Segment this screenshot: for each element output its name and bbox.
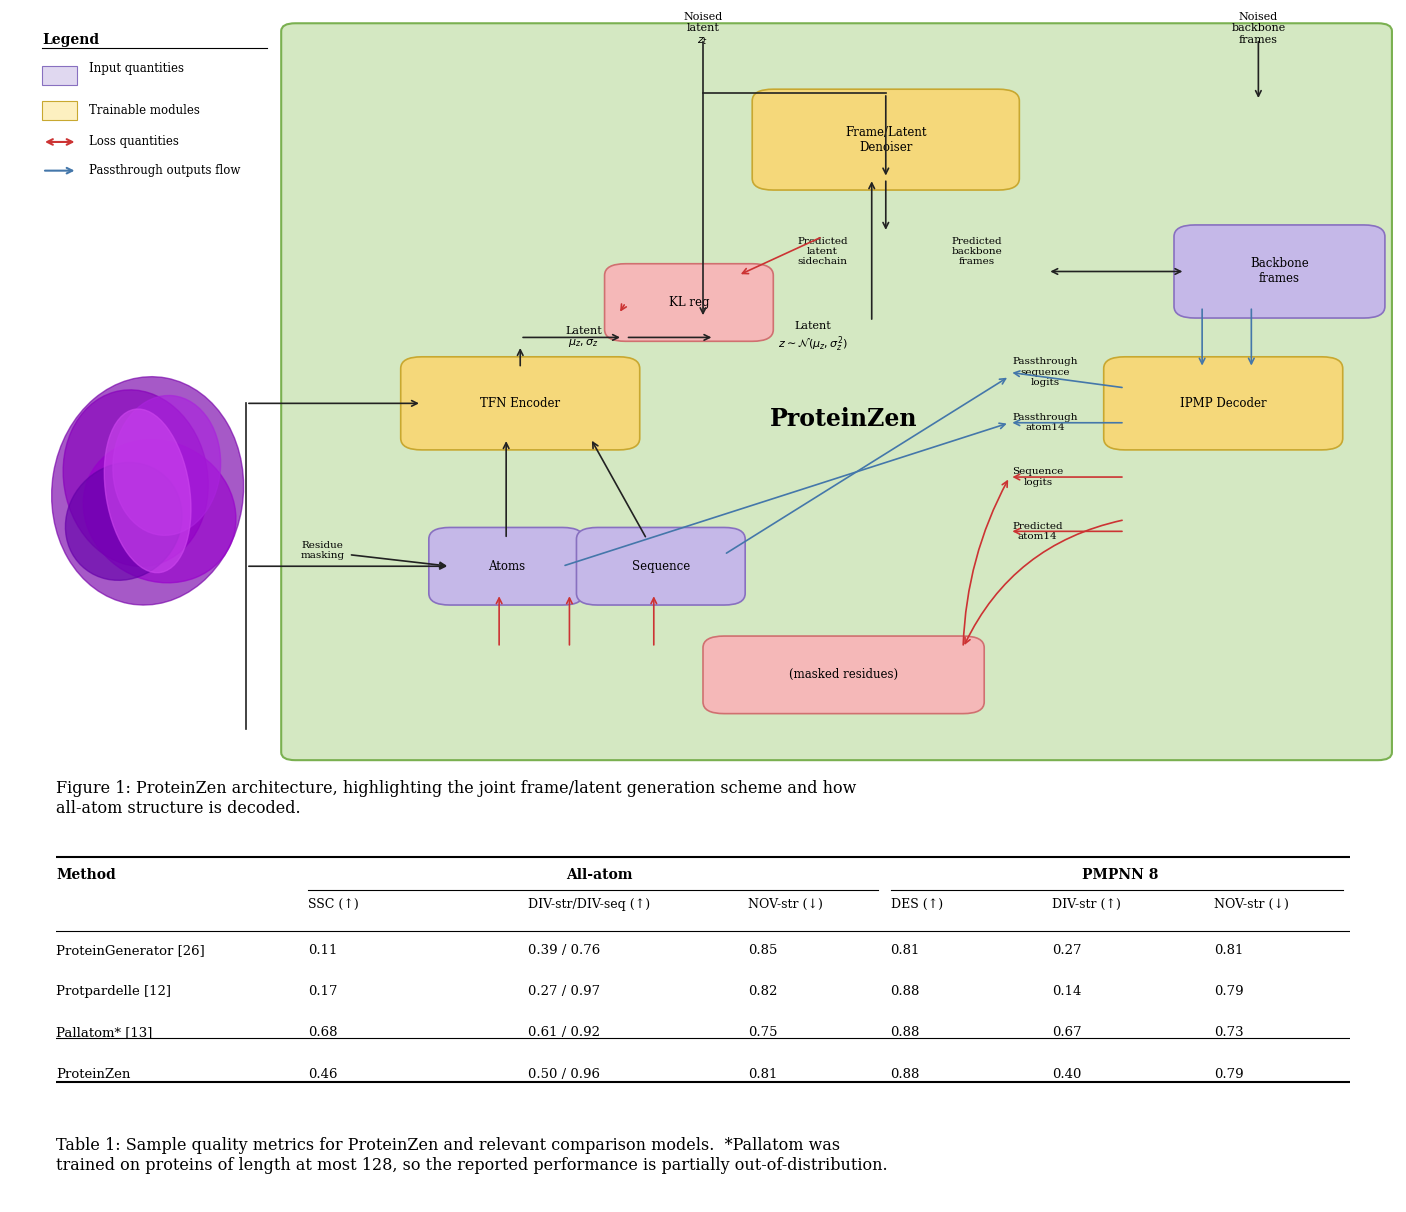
Text: Table 1: Sample quality metrics for ProteinZen and relevant comparison models.  : Table 1: Sample quality metrics for Prot… [56,1137,887,1173]
Text: Passthrough
atom14: Passthrough atom14 [1012,413,1078,433]
Text: IPMP Decoder: IPMP Decoder [1180,396,1267,410]
Text: Input quantities: Input quantities [89,62,184,75]
FancyBboxPatch shape [605,264,773,342]
Text: 0.17: 0.17 [308,985,337,999]
Text: DIV-str (↑): DIV-str (↑) [1052,898,1121,911]
Text: 0.88: 0.88 [890,985,920,999]
Text: Legend: Legend [42,33,100,46]
Text: Protpardelle [12]: Protpardelle [12] [56,985,172,999]
Text: 0.81: 0.81 [748,1068,778,1081]
Text: Passthrough outputs flow: Passthrough outputs flow [89,164,240,177]
Text: DES (↑): DES (↑) [890,898,942,911]
Text: Sequence
logits: Sequence logits [1012,468,1063,487]
Text: Backbone
frames: Backbone frames [1250,257,1309,286]
Text: 0.40: 0.40 [1052,1068,1081,1081]
Text: Latent
$\mu_z, \sigma_z$: Latent $\mu_z, \sigma_z$ [565,326,602,349]
Text: 0.73: 0.73 [1213,1027,1243,1040]
FancyBboxPatch shape [576,527,745,605]
Text: 0.14: 0.14 [1052,985,1081,999]
Text: 0.46: 0.46 [308,1068,337,1081]
Text: Pallatom* [13]: Pallatom* [13] [56,1027,153,1040]
Text: Method: Method [56,868,115,882]
Text: 0.81: 0.81 [890,944,920,956]
FancyBboxPatch shape [703,636,984,714]
Text: NOV-str (↓): NOV-str (↓) [748,898,823,911]
Text: 0.27: 0.27 [1052,944,1081,956]
Text: 0.68: 0.68 [308,1027,337,1040]
FancyBboxPatch shape [1174,225,1385,318]
Text: ProteinZen: ProteinZen [56,1068,131,1081]
FancyBboxPatch shape [281,23,1392,760]
FancyBboxPatch shape [42,101,77,120]
Text: Frame/Latent
Denoiser: Frame/Latent Denoiser [845,126,927,154]
Text: Sequence: Sequence [631,560,690,573]
Text: Trainable modules: Trainable modules [89,104,200,116]
Text: ProteinGenerator [26]: ProteinGenerator [26] [56,944,205,956]
Text: 0.61 / 0.92: 0.61 / 0.92 [529,1027,600,1040]
Text: 0.79: 0.79 [1213,1068,1243,1081]
Text: Noised
latent
$z_t$: Noised latent $z_t$ [683,12,723,46]
Text: Residue
masking: Residue masking [301,541,344,560]
Text: (masked residues): (masked residues) [789,668,898,681]
Text: ProteinZen: ProteinZen [770,407,917,431]
Text: Predicted
atom14: Predicted atom14 [1012,521,1063,541]
Text: Noised
backbone
frames: Noised backbone frames [1232,12,1285,45]
Ellipse shape [66,463,181,581]
Text: All-atom: All-atom [567,868,633,882]
Text: DIV-str/DIV-seq (↑): DIV-str/DIV-seq (↑) [529,898,651,911]
Text: Passthrough
sequence
logits: Passthrough sequence logits [1012,358,1078,387]
Ellipse shape [52,377,243,605]
Text: 0.27 / 0.97: 0.27 / 0.97 [529,985,600,999]
Text: Predicted
backbone
frames: Predicted backbone frames [952,236,1002,267]
FancyBboxPatch shape [1104,356,1343,450]
FancyBboxPatch shape [42,65,77,85]
Text: NOV-str (↓): NOV-str (↓) [1213,898,1289,911]
Text: 0.82: 0.82 [748,985,778,999]
Text: 0.79: 0.79 [1213,985,1243,999]
Text: KL reg: KL reg [669,296,709,309]
Text: Loss quantities: Loss quantities [89,136,179,148]
Text: 0.75: 0.75 [748,1027,778,1040]
Ellipse shape [63,390,208,566]
Text: Atoms: Atoms [488,560,524,573]
Ellipse shape [83,440,236,583]
Text: Predicted
latent
sidechain: Predicted latent sidechain [797,236,848,267]
FancyBboxPatch shape [752,90,1019,190]
Text: 0.50 / 0.96: 0.50 / 0.96 [529,1068,600,1081]
Text: 0.88: 0.88 [890,1068,920,1081]
Text: 0.88: 0.88 [890,1027,920,1040]
Ellipse shape [104,408,191,573]
Text: 0.67: 0.67 [1052,1027,1081,1040]
Text: TFN Encoder: TFN Encoder [481,396,560,410]
Text: 0.85: 0.85 [748,944,778,956]
Text: Latent
$z \sim \mathcal{N}(\mu_z, \sigma_z^2)$: Latent $z \sim \mathcal{N}(\mu_z, \sigma… [778,321,848,354]
Text: 0.11: 0.11 [308,944,337,956]
Text: SSC (↑): SSC (↑) [308,898,359,911]
Text: PMPNN 8: PMPNN 8 [1083,868,1159,882]
FancyBboxPatch shape [429,527,583,605]
Ellipse shape [112,395,221,536]
FancyBboxPatch shape [401,356,640,450]
Text: 0.81: 0.81 [1213,944,1243,956]
Text: 0.39 / 0.76: 0.39 / 0.76 [529,944,600,956]
Text: Figure 1: ProteinZen architecture, highlighting the joint frame/latent generatio: Figure 1: ProteinZen architecture, highl… [56,781,856,817]
